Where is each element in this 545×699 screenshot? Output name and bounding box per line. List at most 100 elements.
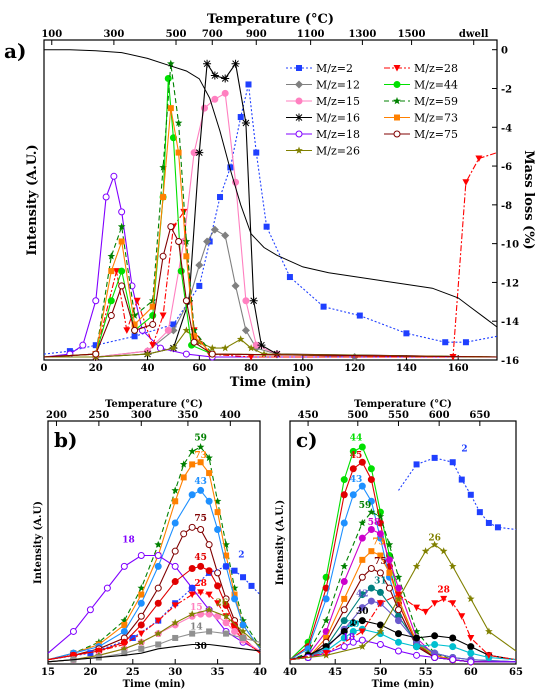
data-point-2 <box>476 509 483 516</box>
top-tick-label: 500 <box>347 410 368 421</box>
data-point-44 <box>367 465 375 473</box>
data-point-43 <box>214 525 222 533</box>
data-point-26 <box>188 610 196 618</box>
data-point-73 <box>231 591 238 598</box>
data-point-26 <box>467 594 475 603</box>
x-tick-label: 40 <box>141 363 155 374</box>
legend-item-m-z-16: M/z=16 <box>286 112 360 125</box>
data-point-m-z-26 <box>143 350 152 358</box>
top-tick-label: 700 <box>202 29 223 40</box>
data-point-m-z-15 <box>221 89 229 97</box>
data-point-14 <box>121 650 128 657</box>
data-point-15 <box>222 619 230 627</box>
data-point-30 <box>431 632 439 640</box>
data-point-m-z-28 <box>159 312 167 320</box>
legend-marker <box>295 80 303 89</box>
series-14 <box>47 628 261 663</box>
curve-label-28: 28 <box>194 579 207 589</box>
top-tick-label: 650 <box>469 410 490 421</box>
data-point-18 <box>449 656 457 664</box>
data-point-m-z-15 <box>164 326 172 334</box>
data-point-59 <box>154 540 162 548</box>
series-line-m-z-15 <box>44 92 498 358</box>
data-point-29 <box>467 649 475 657</box>
data-point-43 <box>188 491 196 499</box>
data-point-m-z-73 <box>175 149 182 156</box>
legend-label-m-z-12: M/z=12 <box>316 79 360 92</box>
series-line-2 <box>398 457 517 531</box>
data-point-m-z-18 <box>102 193 110 201</box>
legend-label-m-z-18: M/z=18 <box>316 128 360 141</box>
series-line-59 <box>47 446 261 661</box>
data-point-45 <box>358 458 366 466</box>
data-point-18 <box>86 606 94 614</box>
data-point-m-z-75 <box>167 223 175 231</box>
data-point-45 <box>340 491 348 499</box>
data-point-43 <box>349 491 357 499</box>
data-point-44 <box>358 443 366 451</box>
data-point-42 <box>358 604 366 612</box>
curve-label-59: 59 <box>194 434 207 444</box>
data-point-m-z-18 <box>182 350 190 358</box>
data-point-m-z-2 <box>196 282 203 289</box>
data-point-m-z-28 <box>112 268 120 275</box>
data-point-75 <box>376 569 384 577</box>
data-point-45 <box>214 582 222 590</box>
series-line-26 <box>47 609 261 663</box>
data-point-m-z-2 <box>263 223 270 230</box>
data-point-m-z-59 <box>107 252 116 260</box>
data-point-45 <box>205 567 213 575</box>
series-line-m-z-12 <box>44 228 497 358</box>
curve-label-2: 2 <box>461 444 467 454</box>
data-point-2 <box>240 574 247 581</box>
data-point-43 <box>367 497 375 505</box>
legend-label-m-z-73: M/z=73 <box>414 112 458 125</box>
data-point-m-z-12 <box>221 231 230 240</box>
series-18 <box>289 636 516 666</box>
data-point-m-z-15 <box>200 104 208 112</box>
legend-item-m-z-2: M/z=2 <box>286 62 353 75</box>
y-axis-label: Intensity (A.U) <box>33 501 44 584</box>
data-point-26 <box>376 627 385 635</box>
data-point-m-z-16 <box>221 74 230 83</box>
data-point-43 <box>358 482 366 490</box>
y2-tick-label: -8 <box>501 201 512 212</box>
data-point-45 <box>154 599 162 607</box>
x-axis-label: Time (min) <box>230 375 312 390</box>
data-point-m-z-28 <box>449 354 457 361</box>
data-point-58 <box>340 578 348 586</box>
data-point-43 <box>197 486 205 494</box>
curve-label-75: 75 <box>194 514 207 524</box>
data-point-31 <box>358 591 366 599</box>
curve-label-45: 45 <box>194 553 207 563</box>
data-point-m-z-75 <box>107 312 115 320</box>
data-point-18 <box>358 636 366 644</box>
data-point-75 <box>197 525 205 533</box>
data-point-18 <box>376 640 384 648</box>
top-tick-label: 600 <box>429 410 450 421</box>
top-axis-label: Temperature (°C) <box>105 399 203 410</box>
data-point-75 <box>367 565 375 573</box>
series-30 <box>289 617 517 661</box>
x-tick-label: 25 <box>126 667 140 678</box>
x-axis-label: Time (min) <box>123 679 186 690</box>
data-point-59 <box>358 519 367 527</box>
data-point-28 <box>422 608 430 616</box>
data-point-73 <box>138 591 145 598</box>
x-tick-label: 50 <box>373 667 387 678</box>
data-point-73 <box>223 552 230 559</box>
legend-label-m-z-16: M/z=16 <box>316 112 360 125</box>
data-point-m-z-2 <box>356 312 363 319</box>
data-point-31 <box>340 617 348 625</box>
data-point-14 <box>172 634 179 641</box>
data-point-m-z-73 <box>191 333 198 340</box>
data-point-29 <box>394 638 402 646</box>
data-point-59 <box>340 562 348 570</box>
data-point-75 <box>394 606 402 614</box>
data-point-m-z-59 <box>148 296 157 304</box>
data-point-28 <box>214 600 222 607</box>
top-tick-label: 350 <box>177 410 198 421</box>
data-point-30 <box>413 634 421 642</box>
data-point-29 <box>449 643 457 651</box>
data-point-73 <box>341 595 348 602</box>
